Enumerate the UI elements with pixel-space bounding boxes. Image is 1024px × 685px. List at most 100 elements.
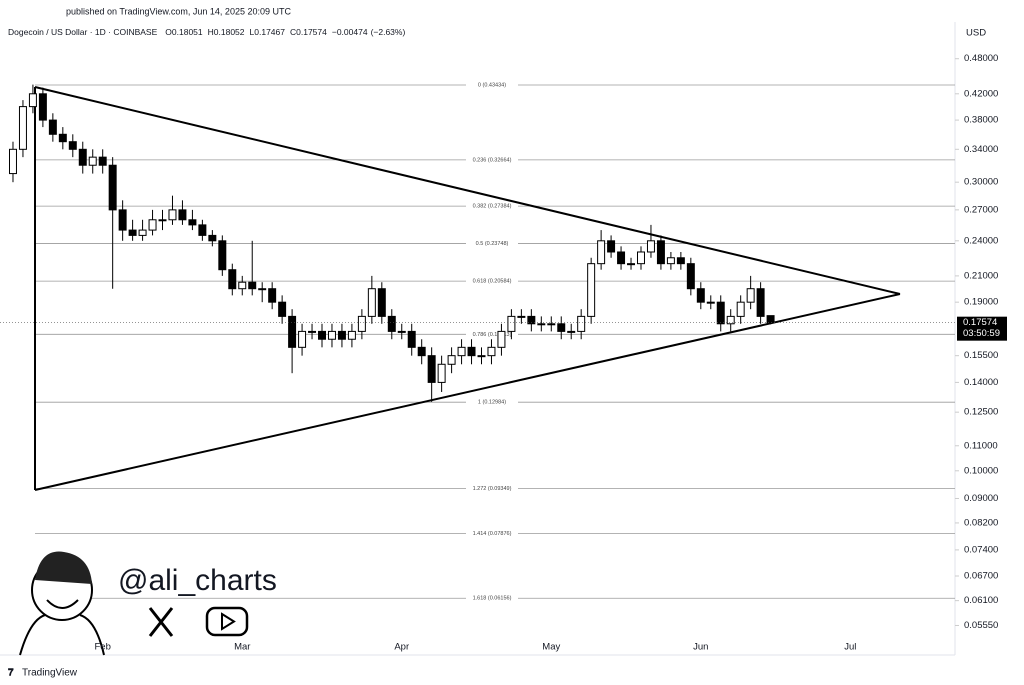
candle-body <box>497 330 506 348</box>
fib-label: 0 (0.43434) <box>478 82 506 88</box>
fib-label-bg <box>466 398 518 406</box>
ohlc-value: 0.18051 <box>172 27 203 37</box>
candle-body <box>357 315 366 332</box>
triangle-edge <box>34 293 901 491</box>
y-tick-label: 0.14000 <box>964 377 998 388</box>
x-tick-label: Jul <box>844 642 856 653</box>
currency: USD <box>966 28 986 39</box>
candle-body <box>597 240 606 265</box>
y-tick-label: 0.10000 <box>964 465 998 476</box>
y-tick-label: 0.21000 <box>964 270 998 281</box>
y-tick-label: 0.34000 <box>964 144 998 155</box>
x-tick-label: May <box>542 642 560 653</box>
fib-label-bg <box>466 202 518 210</box>
y-tick-label: 0.38000 <box>964 115 998 126</box>
candle-body <box>138 229 147 236</box>
candle-body <box>88 156 97 166</box>
ohlc-value: 0.17467 <box>254 27 285 37</box>
candle-body <box>318 330 326 340</box>
change: −0.00474 <box>332 27 368 37</box>
candle-body <box>716 301 725 325</box>
published-note: published on TradingView.com, Jun 14, 20… <box>66 6 291 16</box>
triangle <box>34 86 901 491</box>
fib-label-bg <box>466 594 518 602</box>
fib-label: 1 (0.12984) <box>478 400 506 406</box>
candle-body <box>168 209 177 221</box>
candle-body <box>218 240 227 271</box>
candle-body <box>48 119 57 135</box>
y-tick-label: 0.19000 <box>964 297 998 308</box>
candle-body <box>198 224 207 236</box>
candle-body <box>587 263 596 317</box>
y-tick-label: 0.07400 <box>964 544 998 555</box>
fib-label-bg <box>466 530 518 538</box>
candle-body <box>387 315 396 332</box>
fib-label-bg <box>466 484 518 492</box>
candle-body <box>487 346 496 357</box>
candle-body <box>298 330 307 348</box>
candle-body <box>407 330 416 348</box>
candle-body <box>437 363 446 383</box>
candle-body <box>467 346 476 357</box>
candle-body <box>228 269 237 290</box>
candle-body <box>417 346 426 357</box>
candle-body <box>347 330 356 340</box>
fib-layer: 0 (0.43434) 0.236 (0.32664) 0.382 (0.27384… <box>35 81 955 602</box>
y-tick-label: 0.11000 <box>964 440 998 451</box>
fib-label: 1.272 (0.09349) <box>473 486 512 492</box>
candle-body <box>278 301 287 317</box>
y-tick-label: 0.42000 <box>964 88 998 99</box>
fib-label: 0.236 (0.32664) <box>473 157 512 163</box>
candle-body <box>676 257 685 265</box>
candle-body <box>756 288 765 317</box>
candle-body <box>627 263 636 266</box>
candle-body <box>666 257 675 265</box>
candle-body <box>258 288 267 291</box>
y-tick-label: 0.24000 <box>964 235 998 246</box>
candle-body <box>188 219 197 226</box>
candle-body <box>557 323 566 332</box>
candle-body <box>78 148 87 166</box>
avatar-hair <box>35 551 92 584</box>
y-tick-label: 0.15500 <box>964 350 998 361</box>
y-tick-label: 0.27000 <box>964 204 998 215</box>
candles <box>8 84 775 402</box>
candle-body <box>18 106 27 150</box>
candle-body <box>457 346 466 357</box>
candle-body <box>288 315 297 348</box>
candle-body <box>337 330 346 340</box>
candle-body <box>617 251 626 265</box>
candle-body <box>58 133 67 143</box>
y-tick-label: 0.30000 <box>964 177 998 188</box>
candle-body <box>766 315 775 324</box>
fib-label-bg <box>466 240 518 248</box>
y-tick-label: 0.05550 <box>964 620 998 631</box>
candle-body <box>248 281 257 290</box>
fib-label: 0.5 (0.23748) <box>476 241 509 247</box>
x-tick-label: Feb <box>95 642 111 653</box>
candle-body <box>706 301 715 304</box>
candle-body <box>208 234 217 242</box>
youtube-play <box>221 612 236 631</box>
candle-body <box>696 288 705 303</box>
ohlc-label: L <box>250 27 255 37</box>
candle-body <box>427 355 436 383</box>
fib-label-bg <box>466 277 518 285</box>
candle-body <box>268 288 277 303</box>
watermark-handle: @ali_charts <box>118 564 277 597</box>
triangle-edge <box>34 86 901 295</box>
youtube-icon <box>205 606 249 637</box>
price-tag-value: 0.17574 <box>963 317 997 328</box>
candle-body <box>8 148 17 175</box>
candle-body <box>507 315 516 332</box>
symbol-title: Dogecoin / US Dollar · 1D · COINBASE <box>8 27 158 37</box>
fib-label: 0.382 (0.27384) <box>473 204 512 210</box>
candle-body <box>327 330 336 340</box>
y-tick-label: 0.12500 <box>964 407 998 418</box>
y-tick-label: 0.08200 <box>964 517 998 528</box>
fib-label: 0.786 (0.16813) <box>473 332 512 338</box>
candle-body <box>517 315 526 318</box>
y-tick-label: 0.06700 <box>964 571 998 582</box>
candle-body <box>567 330 576 333</box>
